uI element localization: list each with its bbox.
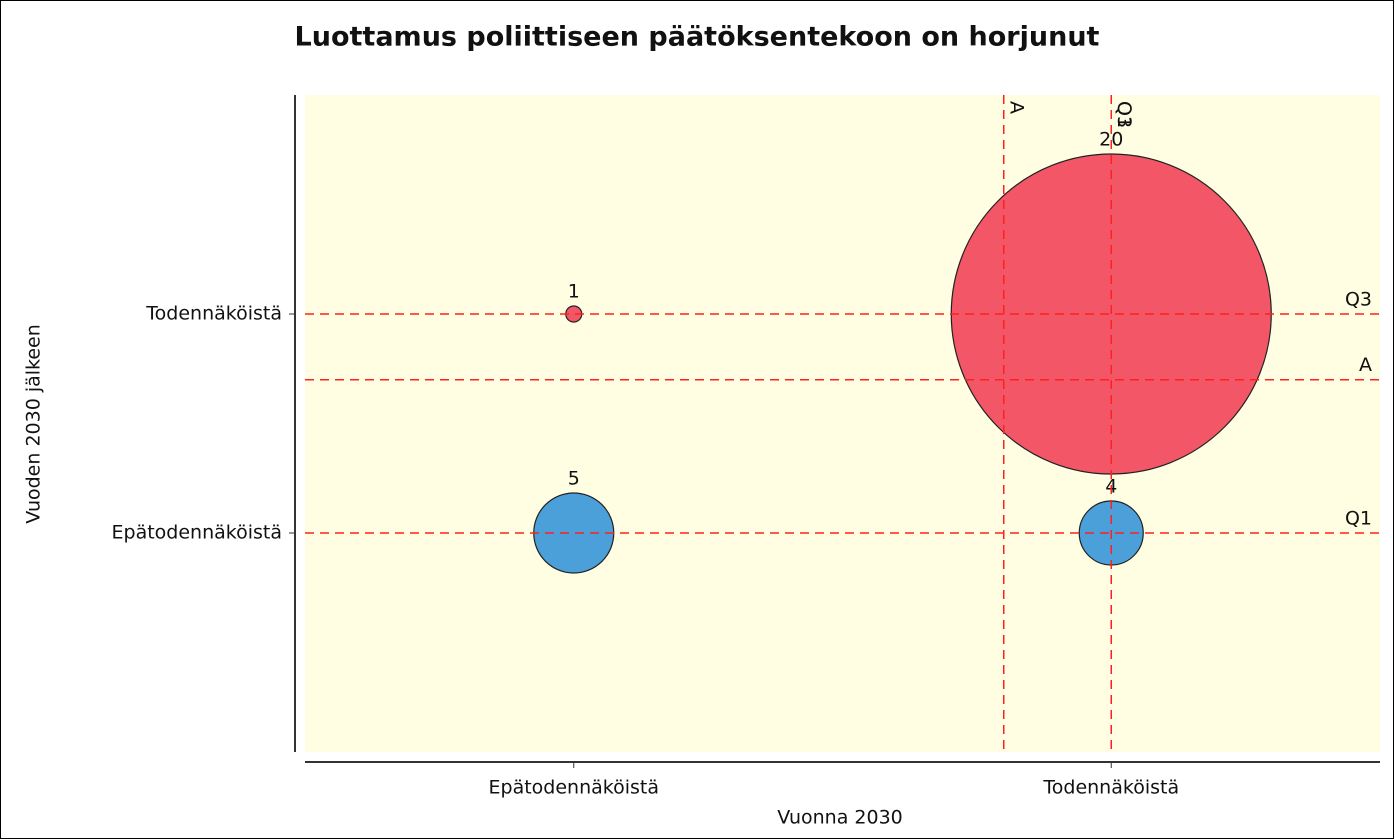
y-tick-label: Epätodennäköistä: [112, 522, 282, 544]
x-axis-label: Vuonna 2030: [777, 807, 903, 829]
y-axis-label: Vuoden 2030 jälkeen: [23, 324, 45, 524]
reference-label: Q1: [1345, 508, 1372, 530]
x-tick-label: Epätodennäköistä: [489, 777, 659, 799]
reference-label: A: [1359, 354, 1372, 376]
reference-label: A: [1005, 101, 1027, 114]
x-tick-label: Todennäköistä: [1042, 777, 1179, 799]
reference-label: Q3: [1345, 289, 1372, 311]
reference-label: Q3: [1113, 101, 1135, 128]
reference-label: Q1: [1113, 101, 1135, 128]
y-tick-label: Todennäköistä: [145, 303, 282, 325]
data-label: 20: [1099, 129, 1123, 151]
data-label: 1: [568, 281, 580, 303]
data-label: 5: [568, 468, 580, 490]
chart-title: Luottamus poliittiseen päätöksentekoon o…: [295, 22, 1100, 53]
